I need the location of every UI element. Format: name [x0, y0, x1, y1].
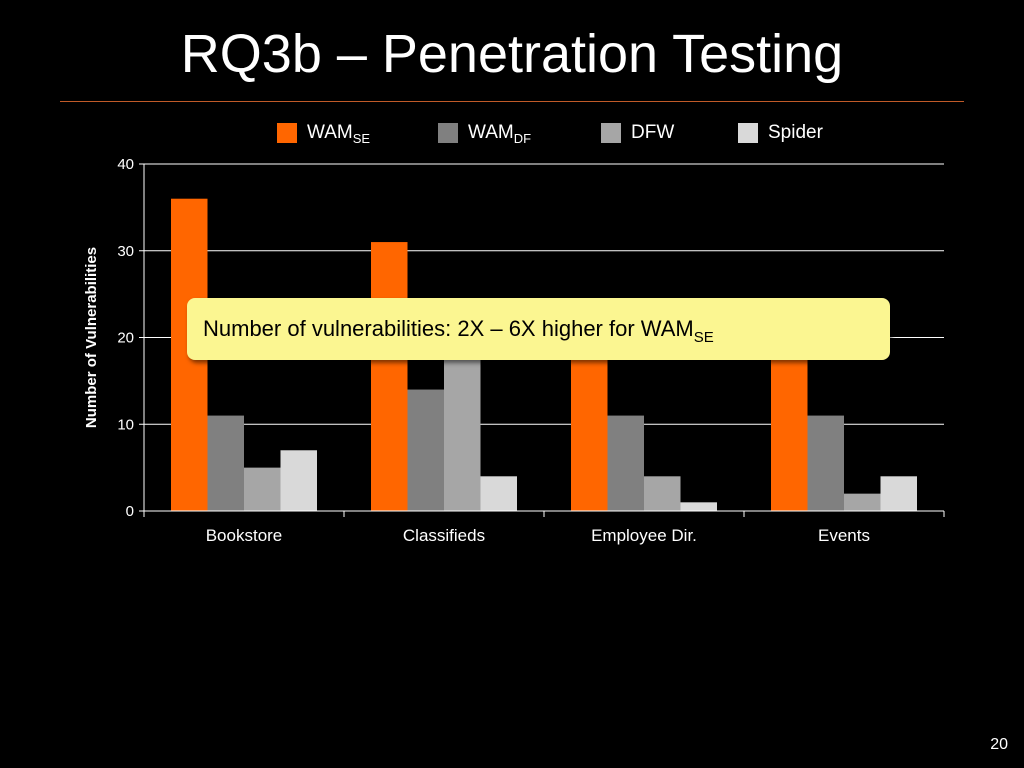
- bar-wamdf-classifieds: [407, 389, 444, 511]
- callout-text: Number of vulnerabilities: 2X – 6X highe…: [203, 316, 694, 341]
- y-axis-label: Number of Vulnerabilities: [83, 247, 100, 428]
- x-tick-label: Events: [818, 526, 870, 545]
- x-tick-label: Employee Dir.: [591, 526, 697, 545]
- y-tick-label: 40: [117, 156, 134, 173]
- bar-dfw-bookstore: [244, 467, 281, 511]
- legend-subscript-wam-se: SE: [352, 131, 371, 146]
- x-tick-label: Bookstore: [206, 526, 283, 545]
- bar-dfw-classifieds: [444, 354, 481, 511]
- legend-item-dfw: DFW: [601, 119, 674, 147]
- bar-wamdf-employee-dir-: [607, 415, 644, 511]
- bar-spider-events: [880, 476, 917, 511]
- chart-legend: WAMSE WAMDF DFW Spider: [0, 119, 1024, 147]
- legend-item-wam-se: WAMSE: [277, 119, 370, 147]
- y-tick-label: 20: [117, 330, 134, 347]
- legend-item-wam-df: WAMDF: [438, 119, 531, 147]
- legend-label-spider: Spider: [768, 122, 823, 143]
- y-tick-label: 10: [117, 416, 134, 433]
- bar-spider-classifieds: [480, 476, 517, 511]
- bar-wamdf-bookstore: [207, 415, 244, 511]
- y-tick-label: 30: [117, 243, 134, 260]
- legend-subscript-wam-df: DF: [513, 131, 532, 146]
- bar-wamse-classifieds: [371, 242, 408, 511]
- bar-spider-bookstore: [280, 450, 317, 511]
- bar-spider-employee-dir-: [680, 502, 717, 511]
- legend-label-dfw: DFW: [631, 122, 675, 143]
- bar-dfw-events: [844, 493, 881, 511]
- bar-wamse-employee-dir-: [571, 346, 608, 511]
- callout-box: Number of vulnerabilities: 2X – 6X highe…: [187, 298, 890, 360]
- legend-label-wam-se: WAM: [307, 122, 353, 143]
- legend-swatch-wam-df: [438, 123, 458, 143]
- legend-swatch-spider: [738, 123, 758, 143]
- bar-wamdf-events: [807, 415, 844, 511]
- legend-label-wam-df: WAM: [468, 122, 514, 143]
- legend-swatch-dfw: [601, 123, 621, 143]
- legend-item-spider: Spider: [738, 119, 823, 147]
- title-divider: [60, 101, 964, 102]
- x-tick-label: Classifieds: [403, 526, 485, 545]
- page-number: 20: [990, 736, 1008, 753]
- slide-title: RQ3b – Penetration Testing: [180, 24, 844, 84]
- legend-swatch-wam-se: [277, 123, 297, 143]
- y-tick-label: 0: [126, 503, 134, 520]
- bar-dfw-employee-dir-: [644, 476, 681, 511]
- callout-subscript: SE: [693, 329, 714, 346]
